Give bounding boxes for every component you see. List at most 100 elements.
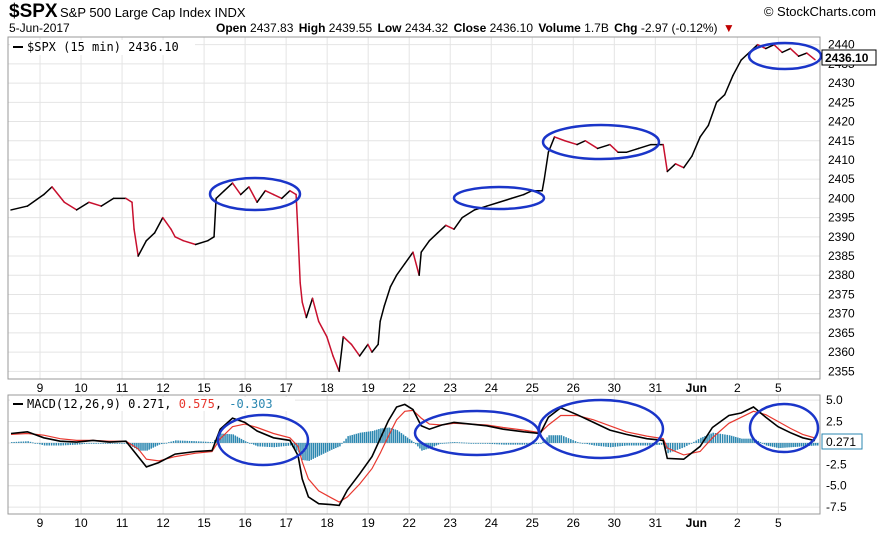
histogram-bar [439,442,442,444]
x-tick-label: 5 [775,516,782,530]
price-segment [367,343,373,353]
histogram-bar [449,442,452,444]
y-tick-label: 5.0 [826,393,843,407]
histogram-bar [669,442,672,453]
histogram-bar [563,436,565,443]
security-name-text: S&P 500 Large Cap Index [60,5,211,20]
histogram-bar [184,440,186,443]
histogram-bar [359,432,362,443]
x-tick-label: 17 [279,516,293,530]
histogram-bar [595,442,598,446]
y-tick-label: 2375 [828,287,855,301]
price-segment [248,186,258,203]
histogram-bar [456,442,458,444]
price-segment [342,335,353,346]
histogram-bar [207,441,209,443]
histogram-bar [788,442,790,448]
histogram-bar [357,433,360,443]
histogram-bar [345,438,347,443]
exchange: INDX [214,5,246,20]
histogram-bar [505,442,508,445]
histogram-bar [635,442,637,446]
histogram-bar [693,441,695,443]
legend-bg [10,397,295,411]
price-panel-frame [7,36,821,380]
y-tick-label: -7.5 [826,500,847,514]
y-tick-label: 2405 [828,172,855,186]
price-segment [272,193,283,200]
y-tick-label: -2.5 [826,457,847,471]
histogram-bar [771,442,774,447]
histogram-bar [510,442,512,445]
change-value: -2.97 (-0.12%) [640,21,718,35]
histogram-bar [335,442,337,449]
histogram-bar [602,442,605,447]
histogram-bar [268,442,271,447]
histogram-bar [69,442,72,446]
histogram-bar [593,442,595,446]
histogram-bar [626,442,628,446]
histogram-bar [656,442,658,446]
histogram-bar [644,442,647,446]
histogram-bar [324,442,327,453]
histogram-bar [330,442,333,450]
macd-histogram [11,427,819,461]
y-tick-label: 2380 [828,268,855,282]
histogram-bar [339,442,341,447]
histogram-bar [363,432,366,443]
histogram-bar [579,442,581,444]
histogram-bar [493,442,496,445]
volume-value: 1.7B [584,21,609,35]
histogram-bar [491,442,494,445]
histogram-bar [574,441,577,443]
histogram-bar [721,434,724,443]
histogram-bar [394,429,397,443]
histogram-bar [121,442,123,444]
histogram-bar [93,442,95,444]
histogram-bar [308,442,310,461]
histogram-bar [193,441,195,443]
histogram-bar [136,442,138,450]
price-segment [137,239,148,257]
x-tick-label: 16 [238,381,252,395]
histogram-bar [765,442,768,446]
histogram-bar [200,441,202,443]
histogram-bar [724,434,726,443]
histogram-bar [443,442,446,444]
x-tick-label: 30 [608,516,622,530]
price-segment [88,201,102,207]
price-segment [256,189,267,203]
histogram-bar [503,442,505,445]
histogram-bar [138,442,140,451]
histogram-bar [168,442,170,444]
x-tick-label: 16 [238,516,252,530]
histogram-bar [658,442,661,445]
histogram-bar [102,442,104,444]
low-label: Low [377,21,402,35]
price-segment [125,197,133,203]
price-segment [326,335,334,357]
histogram-bar [224,433,226,443]
histogram-bar [146,442,148,451]
histogram-bar [34,442,36,444]
histogram-bar [209,441,212,443]
price-segment [541,178,546,192]
histogram-bar [222,433,224,443]
price-segment [215,189,226,200]
histogram-bar [337,442,339,448]
price-legend: $SPX (15 min) 2436.10 [10,40,195,55]
price-segment [418,251,422,276]
histogram-bar [27,441,29,443]
x-tick-label: 9 [37,381,44,395]
histogram-bar [537,442,540,444]
histogram-bar [429,442,431,449]
price-segment [26,193,45,207]
histogram-bar [369,431,372,443]
histogram-bar [390,428,392,443]
histogram-bar [732,436,735,443]
histogram-bar [402,434,405,443]
histogram-bar [591,442,593,446]
histogram-bar [700,437,702,443]
macd-line [10,403,816,507]
y-tick-label: 2360 [828,345,855,359]
